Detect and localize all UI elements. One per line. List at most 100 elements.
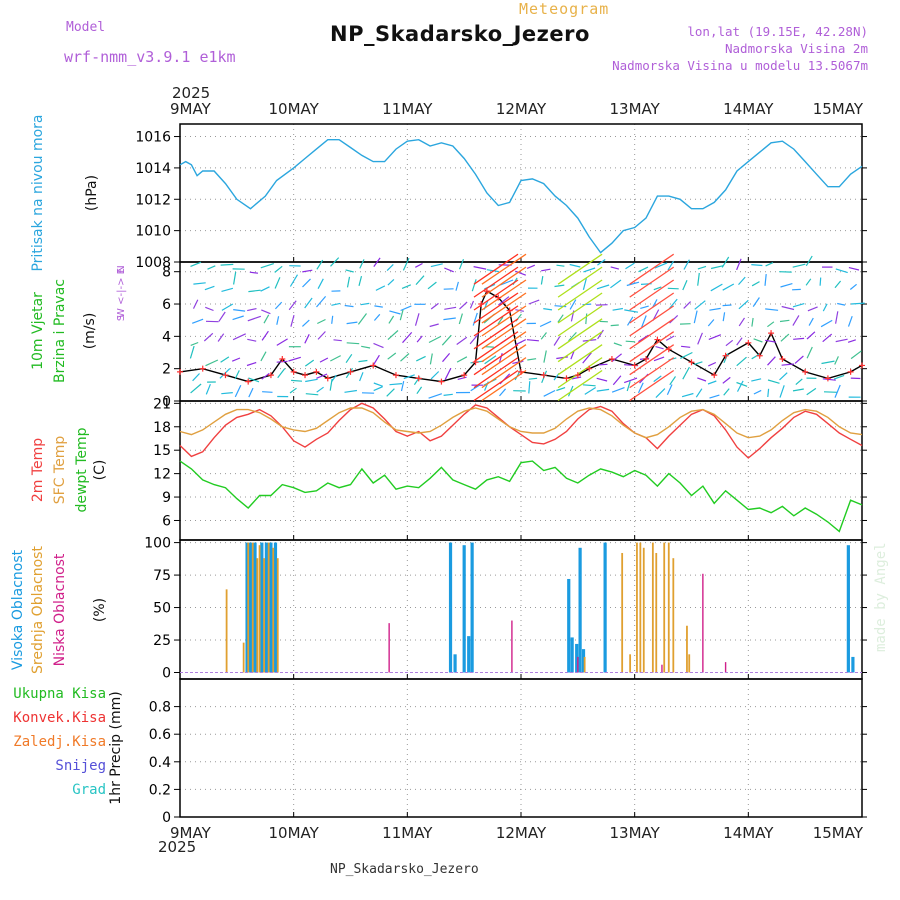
wind-arrow (653, 286, 662, 291)
wind-arrow (430, 371, 440, 380)
wind-arrow (834, 280, 842, 289)
wind-arrow (540, 332, 547, 340)
wind-arrow (444, 267, 454, 273)
y-tick-label: 1012 (135, 192, 171, 208)
wind-arrow (357, 313, 367, 325)
precip-legend-item: Konvek.Kisa (13, 710, 106, 726)
wind-arrow (316, 259, 324, 270)
footer-station: NP_Skadarsko_Jezero (330, 862, 479, 877)
cloud-bar (263, 558, 266, 673)
wind-arrow (557, 305, 603, 337)
wind-arrow (682, 366, 690, 380)
model-name: wrf-nmm_v3.9.1 e1km (64, 48, 236, 66)
y-tick-label: 1010 (135, 224, 171, 240)
cloud-bar (388, 623, 390, 673)
wind-arrow (246, 361, 257, 367)
wind-key-we: W <-|-> E (116, 268, 127, 318)
temperature-line (179, 460, 863, 533)
wind-arrow (765, 308, 779, 311)
wind-arrow (738, 299, 749, 310)
wind-arrow (359, 259, 365, 269)
wind-arrow (722, 312, 726, 322)
wind-speed-marker (461, 372, 468, 379)
y-tick-label: 0.6 (149, 727, 171, 743)
y-tick-label: 15 (153, 443, 171, 459)
wind-arrow (597, 259, 606, 266)
cloud-bar (629, 654, 632, 673)
wind-arrow (473, 318, 519, 350)
wind-arrow (387, 278, 395, 286)
y-tick-label: 0 (162, 666, 171, 682)
cloud-bar (251, 542, 254, 673)
wind-arrow (611, 353, 622, 363)
wind-speed-marker (608, 355, 615, 362)
wind-arrow (481, 344, 527, 376)
wind-arrow (416, 386, 423, 395)
wind-arrow (389, 310, 401, 315)
wind-arrow (596, 284, 610, 290)
wind-arrow (389, 383, 403, 386)
wind-arrow (556, 387, 566, 392)
cloud-bar (846, 545, 850, 673)
wind-arrow (305, 378, 318, 383)
wind-arrow (721, 256, 730, 268)
wind-arrow (629, 318, 675, 350)
wind-arrow (429, 353, 433, 365)
wind-arrow (289, 274, 299, 287)
wind-arrow (247, 315, 261, 322)
wind-arrow (847, 339, 856, 343)
wind-arrow (765, 262, 774, 267)
wind-arrow (653, 375, 662, 383)
x-tick-label-bottom: 14MAY (723, 824, 774, 842)
wind-speed-marker (847, 368, 854, 375)
cloud-bar (724, 662, 727, 673)
wind-speed-marker (756, 352, 763, 359)
wind-arrow (373, 386, 383, 392)
wind-arrow (753, 338, 763, 343)
wind-arrow (329, 378, 333, 391)
wind-arrow (231, 357, 241, 362)
wind-arrow (543, 308, 553, 311)
wind-arrow (458, 313, 463, 325)
wind-arrow (458, 258, 465, 270)
wind-arrow (610, 279, 622, 289)
cloud-bar (686, 625, 688, 673)
wind-arrow (597, 329, 604, 340)
wind-arrow (481, 292, 527, 324)
wind-arrow (400, 380, 405, 392)
wind-arrow (290, 314, 295, 327)
wind-arrow (469, 300, 475, 309)
wind-arrow (707, 319, 715, 327)
wind-arrow (205, 359, 219, 367)
wind-arrow (751, 353, 760, 360)
wind-arrow (584, 386, 597, 395)
y-tick-label: 8 (162, 265, 171, 281)
wind-arrow (653, 356, 665, 362)
wind-arrow (582, 352, 592, 364)
wind-arrow (610, 266, 620, 270)
wind-arrow (569, 299, 577, 310)
cloud-bar (467, 636, 471, 673)
wind-arrow (779, 372, 788, 381)
wind-arrow (629, 369, 675, 402)
cloud-bar (702, 573, 704, 673)
wind-speed-marker (302, 372, 309, 379)
wind-arrow (794, 355, 804, 364)
wind-arrow (331, 302, 341, 306)
wind-speed-marker (483, 288, 490, 295)
wind-arrow (402, 257, 410, 271)
wind-arrow (387, 352, 397, 360)
ylabel-dewpt: dewpt Temp (74, 427, 90, 512)
wind-arrow (305, 393, 319, 396)
wind-arrow (751, 317, 754, 327)
cloud-bar (621, 552, 624, 673)
cloud-bar (225, 589, 228, 673)
wind-speed-marker (245, 378, 252, 385)
cloud-bar (253, 542, 257, 673)
cloud-bar (651, 542, 654, 673)
wind-arrow (289, 387, 297, 394)
wind-speed-marker (199, 365, 206, 372)
wind-arrow (443, 317, 456, 321)
wind-arrow (263, 314, 270, 324)
wind-arrow (779, 385, 785, 398)
